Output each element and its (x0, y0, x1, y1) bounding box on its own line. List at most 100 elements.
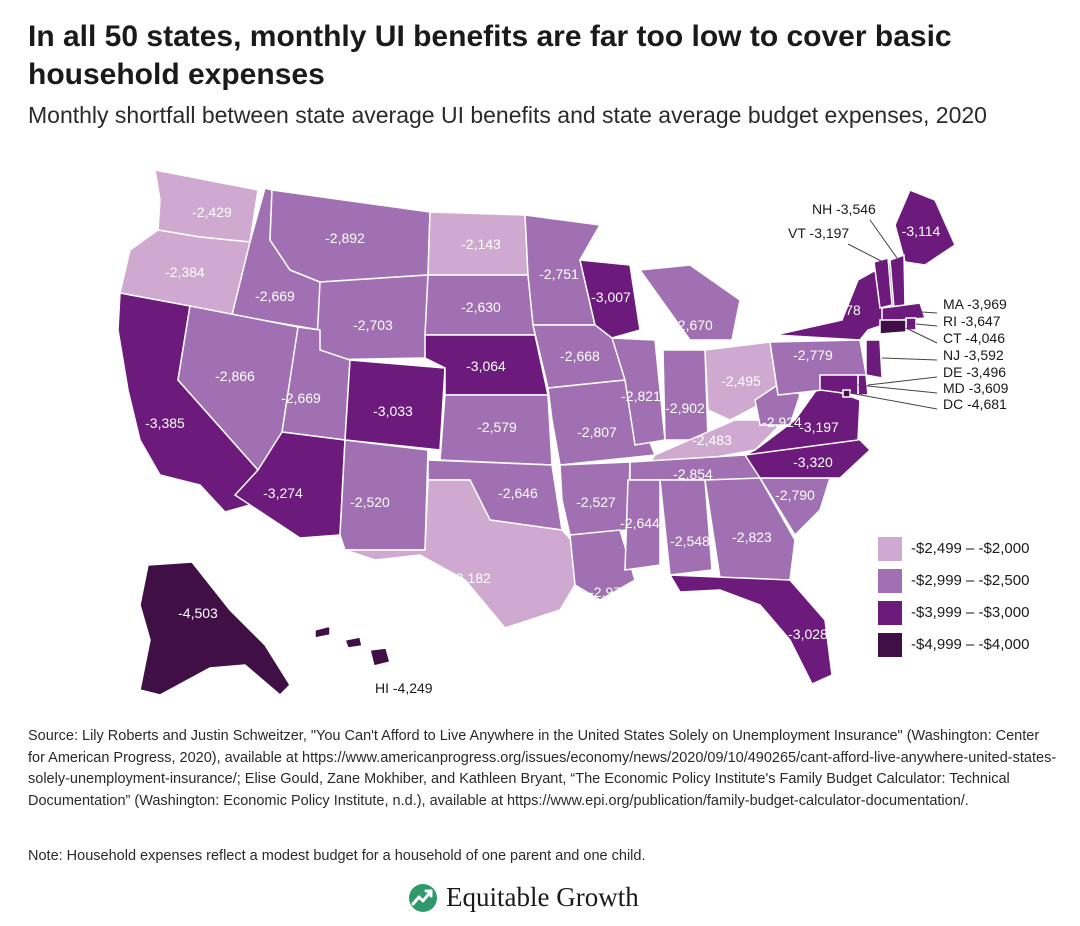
state-mi (638, 264, 741, 341)
leader-line-dc (849, 392, 938, 410)
state-label-mo: -2,807 (577, 424, 617, 440)
legend-item: -$3,999 – -$3,000 (878, 600, 1029, 625)
state-label-me: -3,114 (902, 223, 941, 239)
state-label-ks: -2,579 (477, 419, 517, 435)
state-hi (314, 625, 391, 667)
state-label-sc: -2,790 (775, 487, 815, 503)
state-ct (879, 319, 907, 335)
state-label-tn: -2,854 (673, 466, 713, 482)
legend-label: -$3,999 – -$3,000 (911, 604, 1030, 621)
leader-line-vt (847, 243, 884, 263)
state-ga (704, 477, 796, 581)
source-note: Source: Lily Roberts and Justin Schweitz… (28, 728, 1057, 809)
state-label-tx: -2,182 (451, 570, 491, 586)
state-label-oh: -2,495 (721, 373, 761, 389)
leader-line-de (867, 376, 938, 386)
state-va (744, 384, 861, 456)
legend-label: -$4,999 – -$4,000 (911, 636, 1030, 653)
state-label-nc: -3,320 (793, 454, 833, 470)
legend-item: -$4,999 – -$4,000 (878, 632, 1029, 657)
state-label-al: -2,548 (670, 533, 710, 549)
callout-label-ct: CT -4,046 (943, 330, 1005, 346)
callout-label-nh: NH -3,546 (812, 201, 876, 217)
state-label-ak: -4,503 (178, 605, 218, 621)
leader-line-ma (921, 311, 938, 314)
state-fl (668, 574, 833, 685)
callout-label-de: DE -3,496 (943, 364, 1006, 380)
legend-item: -$2,499 – -$2,000 (878, 536, 1029, 561)
state-label-mt: -2,892 (325, 230, 365, 246)
state-in (662, 349, 709, 441)
state-nj (865, 339, 883, 379)
map-subtitle: Monthly shortfall between state average … (28, 102, 987, 128)
legend-swatch (878, 568, 902, 593)
legend-swatch (878, 600, 902, 625)
callout-label-md: MD -3,609 (943, 380, 1009, 396)
state-label-nd: -2,143 (461, 236, 501, 252)
state-label-az: -3,274 (263, 485, 303, 501)
legend-label: -$2,999 – -$2,500 (911, 572, 1030, 589)
state-ak (139, 561, 291, 697)
brand-name: Equitable Growth (446, 882, 639, 912)
state-il (610, 337, 666, 446)
state-ms (624, 479, 661, 571)
state-label-ok: -2,646 (498, 485, 538, 501)
state-label-ny: -3,178 (821, 302, 861, 318)
legend-item: -$2,999 – -$2,500 (878, 568, 1029, 593)
legend-swatch (878, 632, 902, 657)
state-vt (873, 257, 893, 309)
growth-chart-logo-icon (409, 883, 437, 912)
state-label-ms: -2,644 (620, 515, 660, 531)
state-label-nv: -2,866 (215, 368, 255, 384)
leader-line-nj (881, 357, 938, 361)
legend-swatch (878, 536, 902, 561)
leader-line-ri (915, 323, 938, 327)
state-label-pa: -2,779 (793, 347, 833, 363)
state-label-wv: -2,924 (762, 414, 802, 430)
state-label-va: -3,197 (799, 419, 839, 435)
callout-label-hi: HI -4,249 (375, 680, 433, 696)
state-label-wy: -2,703 (353, 317, 393, 333)
state-label-wa: -2,429 (192, 204, 232, 220)
map-title: In all 50 states, monthly UI benefits ar… (28, 20, 952, 91)
callout-label-ri: RI -3,647 (943, 313, 1001, 329)
legend-label: -$2,499 – -$2,000 (911, 540, 1030, 557)
state-label-ne: -3,064 (466, 358, 506, 374)
state-label-nm: -2,520 (350, 494, 390, 510)
callout-label-nj: NJ -3,592 (943, 347, 1004, 363)
state-label-ar: -2,527 (576, 494, 616, 510)
state-al (659, 479, 713, 576)
state-label-ca: -3,385 (145, 415, 185, 431)
callout-label-ma: MA -3,969 (943, 296, 1007, 312)
state-label-sd: -2,630 (461, 299, 501, 315)
legend: -$2,499 – -$2,000 -$2,999 – -$2,500 -$3,99… (878, 536, 1029, 664)
callout-label-dc: DC -4,681 (943, 396, 1007, 412)
leader-line-ct (905, 327, 938, 344)
state-me (894, 189, 956, 266)
state-label-la: -2,971 (589, 584, 629, 600)
callout-label-vt: VT -3,197 (788, 225, 849, 241)
state-label-fl: -3,028 (788, 626, 828, 642)
state-label-id: -2,669 (255, 288, 295, 304)
state-label-in: -2,902 (665, 400, 705, 416)
state-co (344, 359, 446, 451)
us-state-map: -2,429 -2,384 -3,385 -2,669 -2,866 -2,892 -2,7… (117, 169, 1009, 697)
state-label-ky: -2,483 (692, 432, 732, 448)
state-la (569, 529, 636, 601)
state-label-mi: -2,670 (673, 317, 713, 333)
state-label-ut: -2,669 (281, 390, 321, 406)
brand: Equitable Growth (408, 882, 639, 913)
state-label-ia: -2,668 (560, 348, 600, 364)
state-label-il: -2,821 (621, 388, 661, 404)
state-label-co: -3,033 (373, 403, 413, 419)
state-wi (579, 259, 641, 339)
state-label-ga: -2,823 (732, 529, 772, 545)
state-label-mn: -2,751 (539, 266, 579, 282)
state-label-or: -2,384 (165, 264, 205, 280)
footnote: Note: Household expenses reflect a modes… (28, 848, 646, 864)
state-label-wi: -3,007 (591, 289, 631, 305)
state-dc (842, 389, 851, 398)
leader-line-nh (869, 219, 898, 259)
leader-line-md (857, 384, 938, 394)
state-tx (344, 479, 591, 629)
